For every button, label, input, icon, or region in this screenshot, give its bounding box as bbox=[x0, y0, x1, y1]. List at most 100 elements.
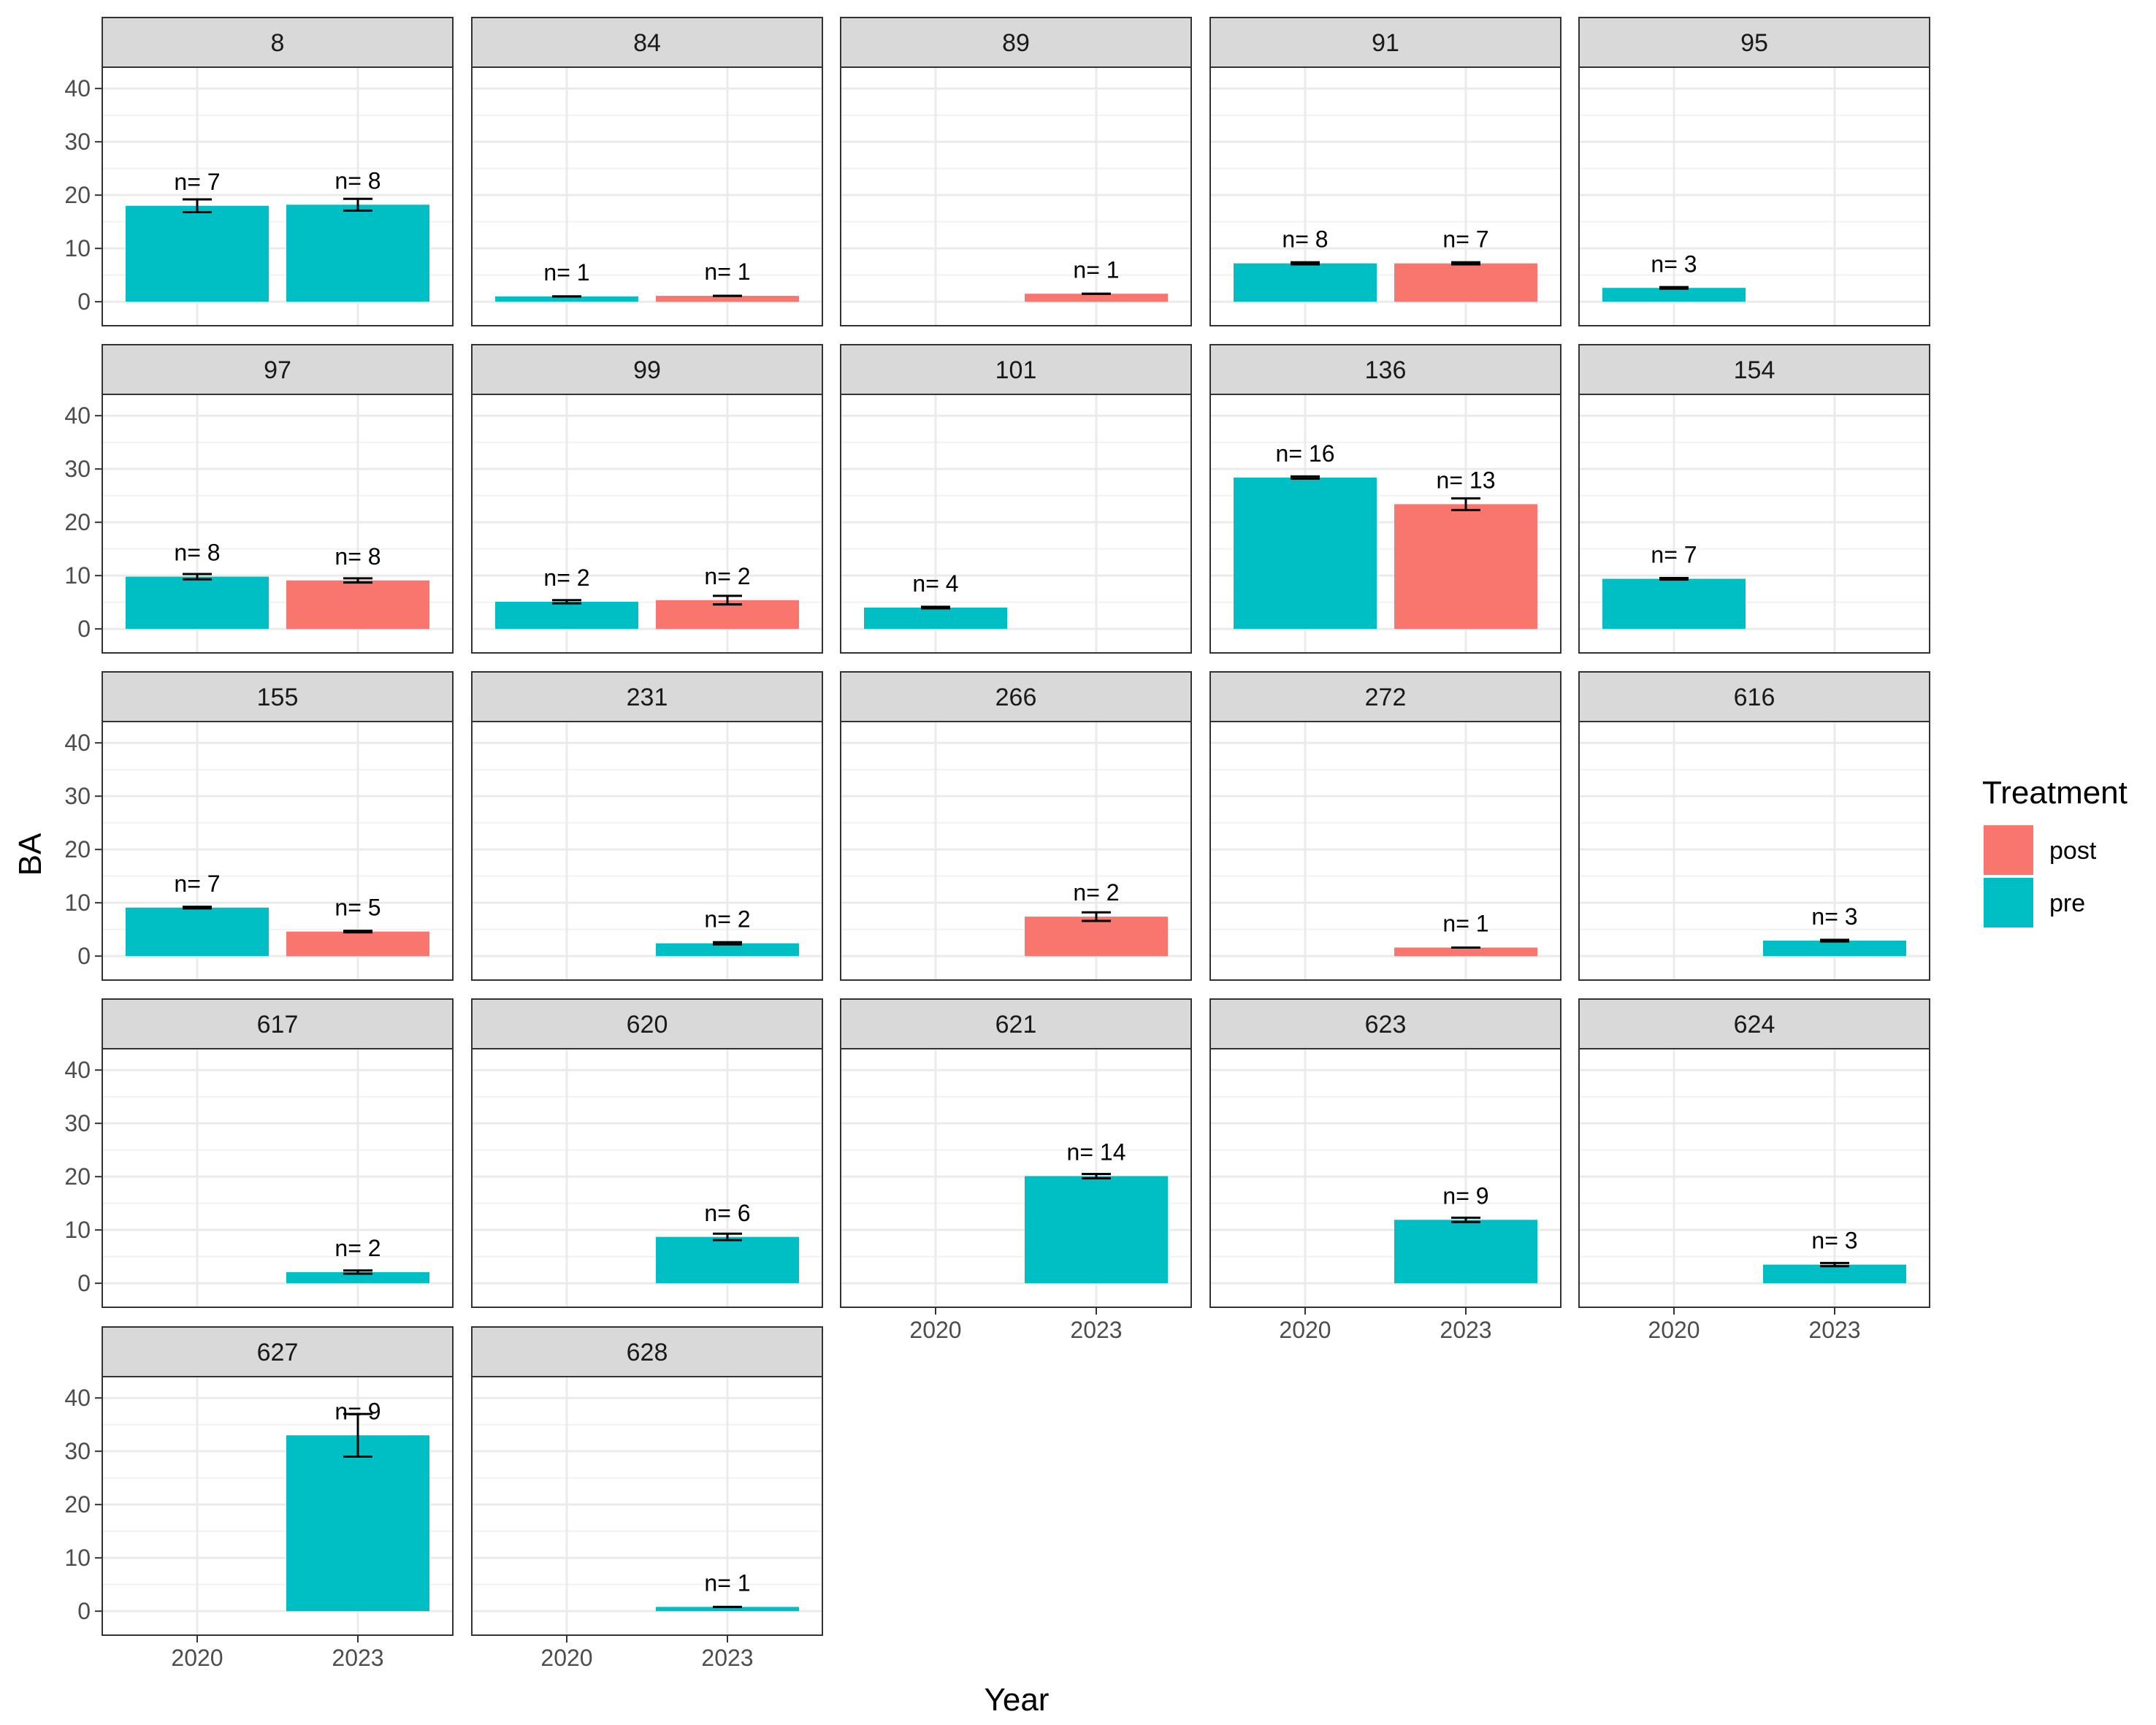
panel-background bbox=[1579, 1049, 1930, 1307]
bar-pre-2020 bbox=[1234, 477, 1377, 630]
error-bar bbox=[713, 594, 742, 606]
count-label: n= 3 bbox=[1811, 1228, 1857, 1254]
panel-background bbox=[102, 1049, 453, 1307]
y-tick-label: 20 bbox=[64, 182, 91, 208]
facet-strip bbox=[471, 344, 823, 395]
facet-strip bbox=[840, 17, 1192, 68]
facet-strip bbox=[1578, 998, 1930, 1049]
y-axes: 0 10 20 30 40 0 10 20 30 40 0 10 20 30 40 0 10 20 30 40 0 10 2… bbox=[64, 75, 102, 1624]
facet-panel-99: 99 n= 2 n= 2 bbox=[471, 344, 823, 654]
panel-border bbox=[840, 721, 1192, 981]
error-bar bbox=[1451, 497, 1480, 511]
count-label: n= 16 bbox=[1276, 440, 1335, 467]
panel-border bbox=[471, 1048, 823, 1308]
facet-panel-91: 91 n= 8 n= 7 bbox=[1209, 17, 1561, 326]
x-tick-label: 2020 bbox=[540, 1645, 592, 1671]
bar-pre-2023 bbox=[286, 204, 429, 302]
count-label: n= 8 bbox=[335, 543, 381, 570]
panel-border bbox=[1578, 1048, 1930, 1308]
facet-strip-label: 272 bbox=[1365, 684, 1407, 711]
facet-panel-155: 155 n= 7 n= 5 bbox=[102, 671, 454, 981]
panel-border bbox=[471, 66, 823, 326]
y-tick-label: 30 bbox=[64, 1110, 91, 1136]
facet-strip bbox=[1209, 344, 1561, 395]
y-tick-label: 20 bbox=[64, 509, 91, 535]
y-tick-label: 30 bbox=[64, 456, 91, 482]
y-tick-label: 30 bbox=[64, 1438, 91, 1464]
facet-strip bbox=[840, 671, 1192, 722]
facet-panel-8: 8 n= 7 n= 8 bbox=[102, 17, 454, 326]
panel-background bbox=[1579, 67, 1930, 326]
count-label: n= 7 bbox=[174, 871, 220, 897]
panel-border bbox=[840, 394, 1192, 654]
error-bar bbox=[1451, 261, 1480, 266]
count-label: n= 7 bbox=[1442, 226, 1488, 253]
panel-border bbox=[1578, 394, 1930, 654]
x-tick-label: 2020 bbox=[1279, 1317, 1331, 1343]
panel-background bbox=[1210, 722, 1561, 980]
y-tick-label: 0 bbox=[77, 1598, 91, 1624]
panel-background bbox=[472, 1377, 822, 1635]
bar-post-2023 bbox=[1025, 917, 1168, 957]
bar-pre-2020 bbox=[126, 576, 269, 630]
count-label: n= 5 bbox=[335, 895, 381, 921]
y-tick-label: 0 bbox=[77, 1270, 91, 1296]
error-bar bbox=[183, 573, 212, 581]
facet-strip-label: 101 bbox=[995, 356, 1037, 384]
facet-strip bbox=[1209, 17, 1561, 68]
bar-pre-2023 bbox=[1025, 1176, 1168, 1284]
panel-border bbox=[471, 721, 823, 981]
error-bar bbox=[1659, 286, 1689, 290]
bar-pre-2023 bbox=[656, 1236, 799, 1284]
count-label: n= 13 bbox=[1437, 467, 1496, 493]
panel-border bbox=[102, 1376, 454, 1636]
facet-strip bbox=[1209, 998, 1561, 1049]
panel-border bbox=[1209, 1048, 1561, 1308]
x-tick-label: 2023 bbox=[1070, 1317, 1122, 1343]
facet-panels: 8 n= 7 n= 8 84 n= 1 n= 1 89 n= 1 91 n= 8 n= 7 95 n= … bbox=[102, 17, 1930, 1636]
y-tick-label: 10 bbox=[64, 235, 91, 261]
y-tick-label: 0 bbox=[77, 288, 91, 315]
count-label: n= 7 bbox=[174, 169, 220, 195]
bar-pre-2020 bbox=[1234, 263, 1377, 302]
x-tick-label: 2020 bbox=[1648, 1317, 1700, 1343]
error-bar bbox=[1820, 1261, 1849, 1268]
facet-strip bbox=[102, 17, 454, 68]
x-tick-label: 2023 bbox=[1808, 1317, 1860, 1343]
legend-swatch-pre bbox=[1984, 878, 2033, 927]
bar-post-2023 bbox=[1025, 294, 1168, 302]
panel-border bbox=[471, 394, 823, 654]
facet-strip bbox=[1209, 671, 1561, 722]
facet-panel-97: 97 n= 8 n= 8 bbox=[102, 344, 454, 654]
error-bar bbox=[183, 906, 212, 910]
count-label: n= 3 bbox=[1651, 250, 1697, 277]
facet-strip bbox=[102, 1326, 454, 1377]
x-tick-label: 2020 bbox=[171, 1645, 223, 1671]
count-label: n= 8 bbox=[174, 540, 220, 566]
facet-strip-label: 91 bbox=[1372, 29, 1399, 57]
legend-title: Treatment bbox=[1982, 775, 2128, 811]
panel-border bbox=[1209, 66, 1561, 326]
bar-pre-2023 bbox=[1763, 1264, 1906, 1284]
facet-strip-label: 627 bbox=[257, 1339, 299, 1366]
x-tick-label: 2023 bbox=[701, 1645, 753, 1671]
count-label: n= 2 bbox=[1073, 879, 1119, 906]
y-tick-label: 40 bbox=[64, 75, 91, 102]
count-label: n= 1 bbox=[1442, 911, 1488, 937]
error-bar bbox=[343, 929, 372, 934]
facet-strip bbox=[1578, 344, 1930, 395]
count-label: n= 9 bbox=[1442, 1182, 1488, 1209]
bar-pre-2020 bbox=[126, 205, 269, 302]
facet-strip-label: 624 bbox=[1734, 1011, 1775, 1039]
facet-strip bbox=[471, 1326, 823, 1377]
count-label: n= 1 bbox=[704, 1569, 750, 1596]
facet-strip bbox=[840, 344, 1192, 395]
bar-post-2023 bbox=[286, 931, 429, 957]
panel-background bbox=[472, 67, 822, 326]
facet-panel-101: 101 n= 4 bbox=[840, 344, 1192, 654]
x-tick-label: 2020 bbox=[909, 1317, 961, 1343]
count-label: n= 7 bbox=[1651, 542, 1697, 568]
facet-panel-620: 620 n= 6 bbox=[471, 998, 823, 1308]
error-bar bbox=[713, 1232, 742, 1242]
facet-panel-84: 84 n= 1 n= 1 bbox=[471, 17, 823, 326]
